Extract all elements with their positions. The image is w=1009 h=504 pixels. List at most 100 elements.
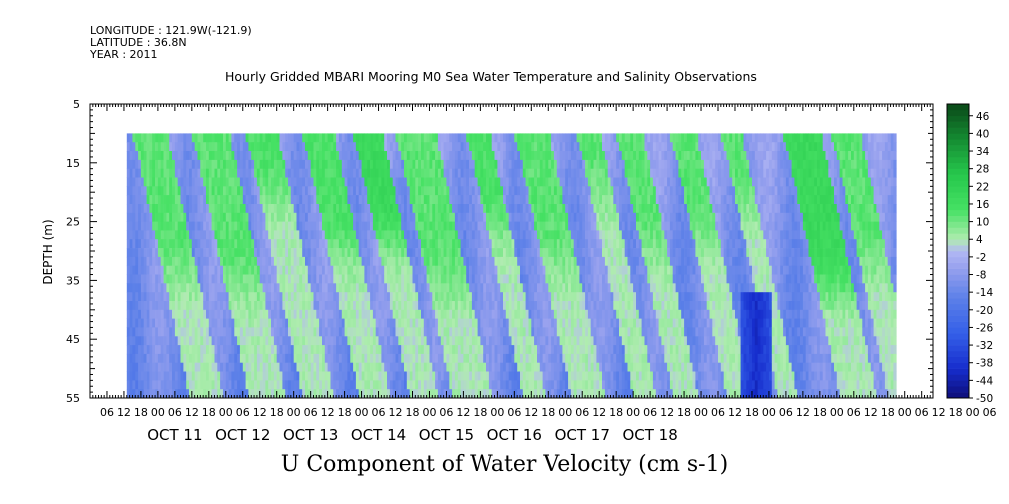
velocity-cell	[364, 292, 368, 302]
velocity-cell	[203, 327, 207, 337]
velocity-cell	[140, 309, 145, 319]
velocity-cell	[183, 212, 187, 222]
velocity-cell	[381, 159, 385, 170]
velocity-cell	[596, 168, 600, 178]
velocity-cell	[406, 380, 410, 390]
velocity-cell	[344, 221, 348, 231]
velocity-cell	[432, 301, 436, 311]
velocity-cell	[446, 318, 450, 328]
velocity-cell	[231, 256, 235, 267]
velocity-cell	[483, 336, 487, 346]
velocity-cell	[579, 195, 583, 205]
velocity-cell	[149, 248, 153, 258]
velocity-cell	[593, 212, 597, 222]
velocity-cell	[443, 380, 447, 390]
velocity-cell	[573, 186, 577, 196]
velocity-cell	[271, 362, 275, 372]
velocity-cell	[361, 177, 365, 187]
velocity-cell	[421, 301, 425, 311]
velocity-cell	[319, 256, 323, 267]
velocity-cell	[404, 380, 408, 390]
velocity-cell	[457, 301, 461, 311]
velocity-cell	[169, 309, 173, 319]
velocity-cell	[177, 168, 181, 178]
velocity-cell	[265, 345, 269, 355]
velocity-cell	[203, 195, 207, 205]
velocity-cell	[245, 318, 249, 328]
velocity-cell	[135, 371, 139, 381]
velocity-cell	[387, 318, 391, 328]
velocity-cell	[214, 256, 218, 267]
velocity-cell	[251, 353, 255, 364]
velocity-cell	[570, 195, 575, 205]
velocity-cell	[203, 151, 207, 161]
velocity-cell	[491, 283, 495, 293]
velocity-cell	[426, 292, 430, 302]
velocity-cell	[296, 186, 300, 196]
velocity-cell	[149, 389, 153, 399]
velocity-cell	[384, 318, 388, 328]
velocity-cell	[553, 168, 558, 178]
velocity-cell	[143, 159, 147, 170]
velocity-cell	[259, 256, 263, 267]
velocity-cell	[169, 327, 173, 337]
velocity-cell	[514, 239, 518, 249]
velocity-cell	[585, 168, 589, 178]
velocity-cell	[189, 336, 193, 346]
velocity-cell	[239, 221, 244, 231]
velocity-cell	[138, 159, 142, 170]
velocity-cell	[505, 274, 509, 284]
velocity-cell	[327, 318, 331, 328]
velocity-cell	[214, 133, 218, 143]
velocity-cell	[539, 301, 543, 311]
velocity-cell	[186, 380, 190, 390]
velocity-cell	[534, 239, 538, 249]
velocity-cell	[361, 265, 365, 275]
velocity-cell	[251, 345, 255, 355]
velocity-cell	[152, 256, 156, 267]
velocity-cell	[471, 133, 476, 143]
velocity-cell	[273, 221, 278, 231]
velocity-cell	[361, 248, 365, 258]
velocity-cell	[206, 265, 210, 275]
velocity-cell	[449, 221, 453, 231]
velocity-cell	[480, 362, 484, 372]
velocity-cell	[299, 195, 303, 205]
velocity-cell	[293, 301, 297, 311]
velocity-cell	[290, 212, 294, 222]
velocity-cell	[367, 230, 371, 240]
velocity-cell	[545, 133, 549, 143]
velocity-cell	[486, 186, 490, 196]
velocity-cell	[466, 309, 470, 319]
velocity-cell	[189, 362, 193, 372]
velocity-cell	[423, 151, 427, 161]
velocity-cell	[197, 221, 201, 231]
velocity-cell	[585, 371, 589, 381]
velocity-cell	[290, 336, 294, 346]
velocity-cell	[333, 168, 337, 178]
velocity-cell	[285, 362, 289, 372]
velocity-cell	[579, 186, 583, 196]
velocity-cell	[375, 256, 379, 267]
velocity-cell	[273, 327, 278, 337]
velocity-cell	[389, 204, 394, 214]
velocity-cell	[528, 318, 532, 328]
velocity-cell	[406, 204, 410, 214]
velocity-cell	[293, 195, 297, 205]
velocity-cell	[559, 204, 563, 214]
velocity-cell	[225, 265, 229, 275]
velocity-cell	[582, 133, 586, 143]
velocity-cell	[172, 230, 176, 240]
velocity-cell	[587, 239, 592, 249]
velocity-cell	[358, 239, 362, 249]
velocity-cell	[511, 292, 515, 302]
velocity-cell	[387, 248, 391, 258]
velocity-cell	[355, 389, 360, 399]
velocity-cell	[398, 309, 402, 319]
velocity-cell	[590, 230, 594, 240]
velocity-cell	[223, 380, 227, 390]
velocity-cell	[534, 186, 538, 196]
velocity-cell	[186, 327, 190, 337]
velocity-cell	[565, 221, 569, 231]
velocity-cell	[585, 389, 589, 399]
